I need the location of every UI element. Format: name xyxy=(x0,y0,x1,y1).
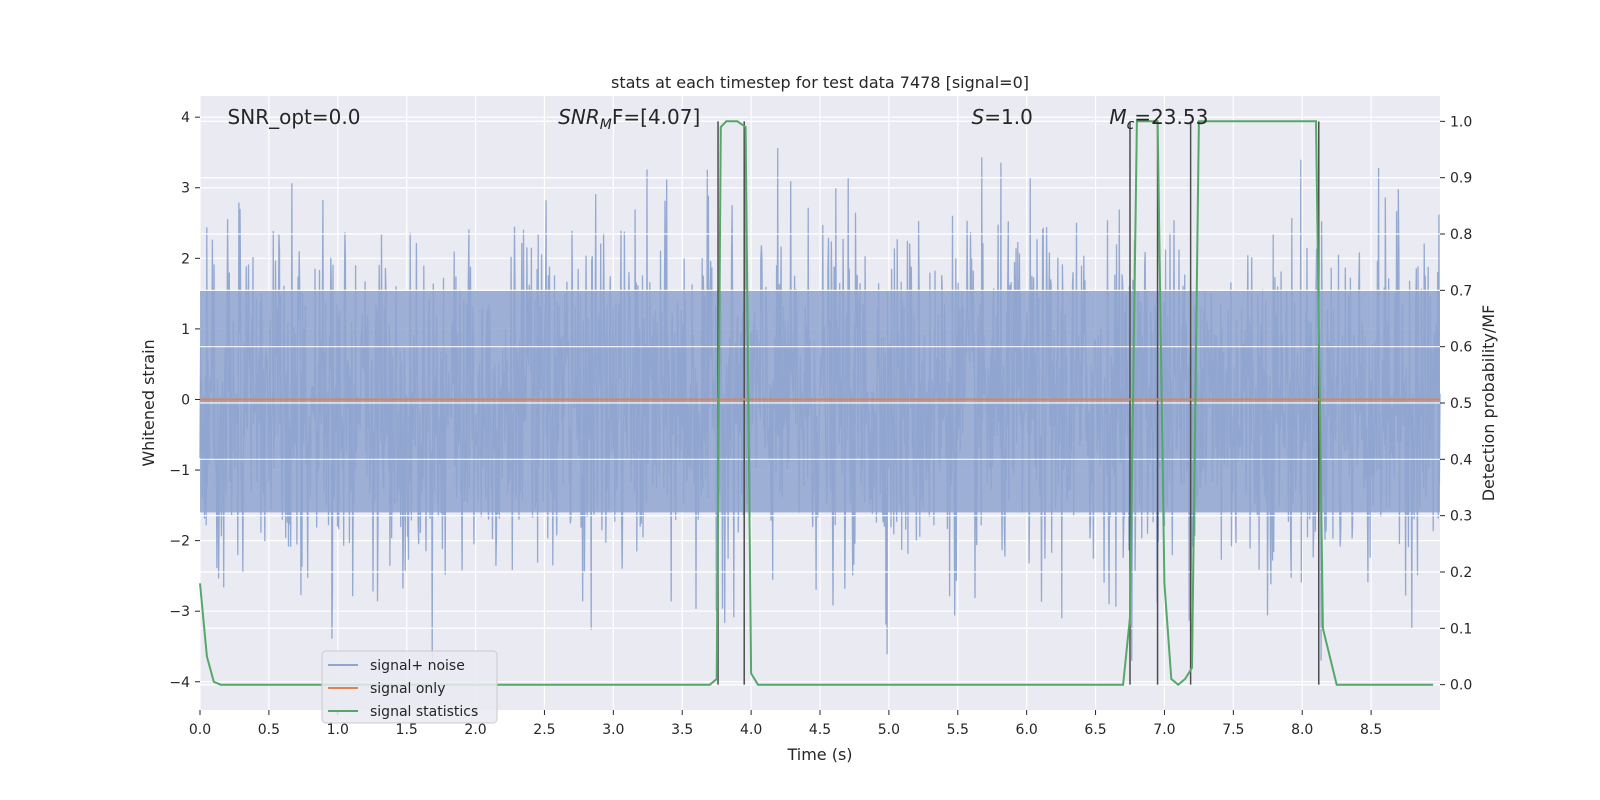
x-tick-label: 6.0 xyxy=(1016,722,1038,738)
y2-tick-label: 0.2 xyxy=(1450,565,1472,581)
x-tick-label: 3.0 xyxy=(602,722,624,738)
y-tick-label: 4 xyxy=(181,110,190,126)
x-tick-label: 0.5 xyxy=(258,722,280,738)
signal-noise-series xyxy=(199,120,1441,686)
y2-tick-label: 0.8 xyxy=(1450,227,1472,243)
y2-tick-label: 0.3 xyxy=(1450,509,1472,525)
annotation: SNR_opt=0.0 xyxy=(228,105,361,129)
y-tick-label: −4 xyxy=(169,675,190,691)
series-signal-statistics xyxy=(199,120,1434,686)
legend-label: signal statistics xyxy=(370,704,478,720)
x-tick-label: 5.0 xyxy=(878,722,900,738)
annotation: SNRMF=[4.07] xyxy=(558,105,700,133)
x-tick-label: 7.5 xyxy=(1222,722,1244,738)
x-tick-label: 6.5 xyxy=(1084,722,1106,738)
x-tick-label: 0.0 xyxy=(189,722,211,738)
y2-axis-ticks: 0.0 0.1 0.2 0.3 0.4 0.5 0.6 0.7 0.8 0.9 1.0 xyxy=(1440,114,1472,694)
y-tick-label: 2 xyxy=(181,251,190,267)
x-axis-title: Time (s) xyxy=(786,745,852,764)
legend-box xyxy=(321,650,498,724)
annotation: S=1.0 xyxy=(972,105,1033,129)
x-tick-label: 4.0 xyxy=(740,722,762,738)
noise-dense-band xyxy=(200,290,1440,513)
y-tick-label: −2 xyxy=(169,534,190,550)
x-axis-ticks: 0.0 0.5 1.0 1.5 2.0 2.5 3.0 3.5 4.0 4.5 5.0 5.5 6.0 6… xyxy=(189,710,1382,738)
y-tick-label: 3 xyxy=(181,181,190,197)
x-tick-label: 1.0 xyxy=(327,722,349,738)
x-tick-label: 1.5 xyxy=(396,722,418,738)
y2-axis-title: Detection probability/MF xyxy=(1479,305,1498,502)
y2-tick-label: 0.9 xyxy=(1450,171,1472,187)
annotations: SNR_opt=0.0 SNRMF=[4.07] S=1.0 Mc=23.53 xyxy=(228,105,1209,133)
y2-tick-label: 0.4 xyxy=(1450,452,1472,468)
x-tick-label: 8.0 xyxy=(1291,722,1313,738)
legend-label: signal+ noise xyxy=(370,658,465,674)
y2-tick-label: 1.0 xyxy=(1450,114,1472,130)
legend: signal+ noise signal only signal statistic… xyxy=(321,650,498,724)
y-axis-title: Whitened strain xyxy=(139,339,158,466)
y2-tick-label: 0.6 xyxy=(1450,340,1472,356)
x-tick-label: 7.0 xyxy=(1153,722,1175,738)
y2-tick-label: 0.1 xyxy=(1450,621,1472,637)
x-tick-label: 4.5 xyxy=(809,722,831,738)
y-tick-label: −1 xyxy=(169,463,190,479)
y-axis-ticks: −4 −3 −2 −1 0 1 2 3 4 xyxy=(169,110,200,691)
x-tick-label: 3.5 xyxy=(671,722,693,738)
legend-label: signal only xyxy=(370,681,445,697)
y-tick-label: 0 xyxy=(181,392,190,408)
y-tick-label: −3 xyxy=(169,604,190,620)
y2-tick-label: 0.7 xyxy=(1450,283,1472,299)
chart-title: stats at each timestep for test data 747… xyxy=(611,73,1029,92)
line-series xyxy=(199,120,1440,686)
x-tick-label: 2.0 xyxy=(464,722,486,738)
x-tick-label: 5.5 xyxy=(947,722,969,738)
x-tick-label: 2.5 xyxy=(533,722,555,738)
y2-tick-label: 0.5 xyxy=(1450,396,1472,412)
y2-tick-label: 0.0 xyxy=(1450,678,1472,694)
y-tick-label: 1 xyxy=(181,322,190,338)
annotation: Mc=23.53 xyxy=(1109,105,1208,133)
x-tick-label: 8.5 xyxy=(1360,722,1382,738)
